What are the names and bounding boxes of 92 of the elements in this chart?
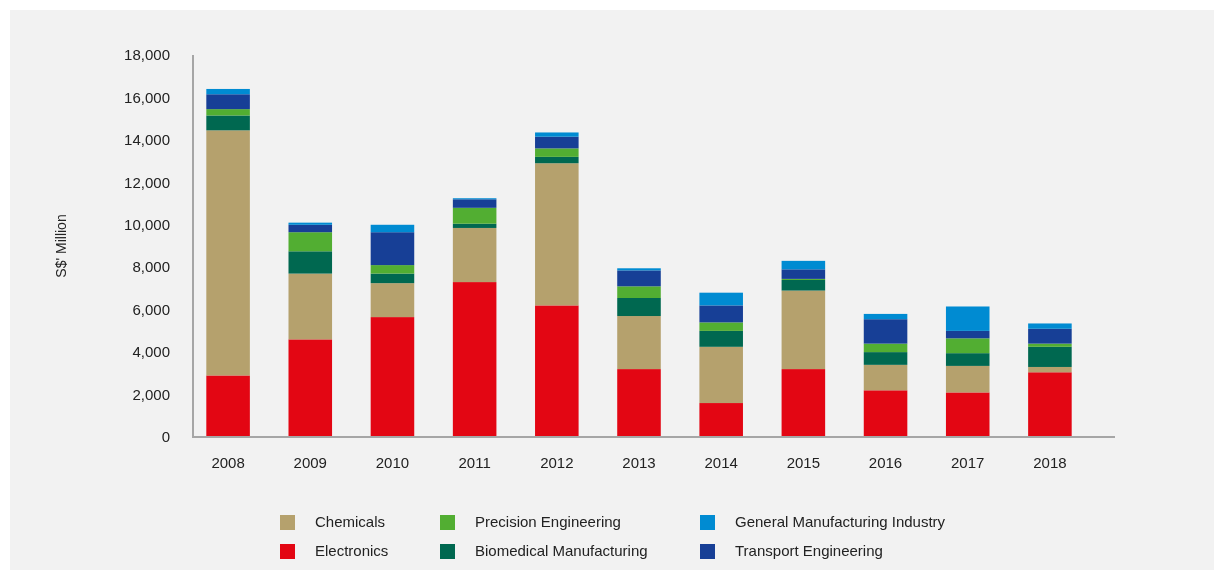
bar — [535, 148, 579, 157]
x-tick-label: 2018 — [1033, 454, 1067, 472]
bar — [699, 305, 743, 323]
bar — [288, 339, 333, 437]
legend-label: Biomedical Manufacturing — [475, 542, 648, 560]
bar — [288, 222, 333, 225]
x-tick-label: 2009 — [293, 454, 327, 472]
bar — [1028, 372, 1072, 437]
bar — [945, 330, 990, 339]
bar — [863, 343, 908, 353]
y-tick-label: 0 — [161, 428, 170, 446]
bar — [699, 322, 743, 331]
bar — [1028, 346, 1072, 367]
bar — [863, 390, 908, 437]
y-tick-label: 10,000 — [124, 216, 170, 234]
y-axis-title: S$' Million — [53, 214, 69, 278]
x-tick-label: 2012 — [540, 454, 574, 472]
bar — [863, 352, 908, 365]
bar — [452, 207, 497, 224]
legend-label: General Manufacturing Industry — [735, 513, 946, 531]
bar — [617, 369, 661, 437]
bar — [781, 269, 826, 279]
y-tick-label: 6,000 — [132, 300, 170, 318]
y-tick-label: 18,000 — [124, 46, 170, 64]
x-tick-label: 2017 — [951, 454, 985, 472]
bar — [370, 273, 415, 284]
bar — [206, 94, 250, 110]
bar — [945, 353, 990, 366]
bar — [781, 279, 826, 291]
bar — [945, 306, 990, 331]
bar — [288, 232, 333, 252]
bar — [617, 270, 661, 287]
bar — [452, 282, 497, 437]
bar — [288, 224, 333, 233]
bar — [535, 132, 579, 137]
y-tick-label: 8,000 — [132, 258, 170, 276]
x-tick-label: 2015 — [786, 454, 821, 472]
legend-label: Transport Engineering — [735, 542, 883, 560]
x-tick-label: 2013 — [622, 454, 656, 472]
bar — [863, 319, 908, 344]
bar — [288, 251, 333, 274]
bar — [945, 365, 990, 393]
bar — [206, 115, 250, 131]
bar — [1028, 366, 1072, 373]
bar — [370, 317, 415, 437]
bar — [206, 130, 250, 376]
bar — [945, 392, 990, 437]
y-tick-label: 16,000 — [124, 88, 170, 106]
legend-label: Electronics — [315, 542, 389, 560]
bar — [535, 136, 579, 149]
bar — [617, 286, 661, 298]
bar — [206, 375, 250, 437]
bar — [863, 364, 908, 391]
bar — [863, 313, 908, 320]
bar — [1028, 343, 1072, 347]
bar — [699, 403, 743, 437]
bar — [699, 292, 743, 306]
legend-label: Chemicals — [315, 513, 386, 531]
bar — [288, 273, 333, 340]
x-tick-label: 2011 — [458, 454, 491, 472]
bar — [452, 227, 497, 283]
bar — [370, 224, 415, 233]
bar — [781, 290, 826, 370]
x-tick-label: 2008 — [211, 454, 245, 472]
bar — [781, 260, 826, 270]
y-tick-label: 2,000 — [132, 385, 170, 403]
bar — [1028, 328, 1072, 344]
y-tick-label: 4,000 — [132, 343, 170, 361]
bar — [535, 163, 579, 306]
bar — [699, 330, 743, 347]
y-tick-label: 14,000 — [124, 131, 170, 149]
bar — [370, 232, 415, 266]
bar — [781, 369, 826, 437]
x-tick-label: 2016 — [868, 454, 903, 472]
bar — [617, 268, 661, 271]
bar — [452, 223, 497, 228]
x-tick-label: 2014 — [704, 454, 738, 472]
bar — [617, 316, 661, 370]
bar — [370, 265, 415, 274]
bar — [699, 346, 743, 404]
bar — [535, 305, 579, 437]
bar — [452, 199, 497, 208]
bar — [206, 109, 250, 116]
legend-label: Precision Engineering — [475, 513, 621, 531]
bar — [370, 283, 415, 318]
bar — [206, 88, 250, 95]
bar — [945, 338, 990, 354]
bar — [617, 297, 661, 317]
bar — [535, 156, 579, 164]
x-tick-label: 2010 — [375, 454, 410, 472]
bar — [1028, 323, 1072, 329]
y-tick-label: 12,000 — [124, 173, 170, 191]
